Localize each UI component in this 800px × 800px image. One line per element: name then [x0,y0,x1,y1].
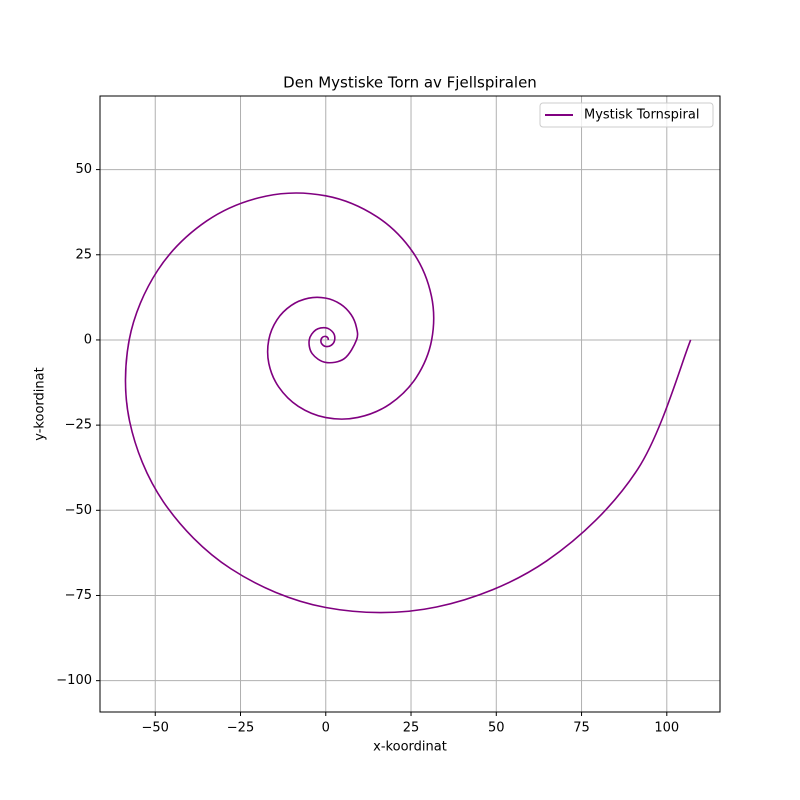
y-tick-label: −75 [65,588,92,603]
x-axis-label: x-koordinat [373,740,447,755]
y-tick-label: 25 [75,247,92,262]
legend: Mystisk Tornspiral [539,102,714,128]
y-tick-label: −50 [65,503,92,518]
x-tick-label: 100 [654,721,679,736]
y-tick-label: −25 [65,418,92,433]
chart-title: Den Mystiske Torn av Fjellspiralen [283,74,537,92]
y-tick-label: 0 [84,332,92,347]
x-tick-label: 25 [403,721,420,736]
x-tick-label: 0 [322,721,330,736]
spiral-line [124,192,692,614]
x-tick-label: −50 [142,721,169,736]
y-tick-label: −100 [56,673,92,688]
legend-label: Mystisk Tornspiral [584,108,699,123]
x-tick-label: −25 [227,721,254,736]
y-tick-label: 50 [75,162,92,177]
x-tick-label: 75 [573,721,590,736]
x-tick-label: 50 [488,721,505,736]
y-axis-label: y-koordinat [33,367,48,440]
plot-frame [99,95,721,713]
legend-box [539,102,714,128]
